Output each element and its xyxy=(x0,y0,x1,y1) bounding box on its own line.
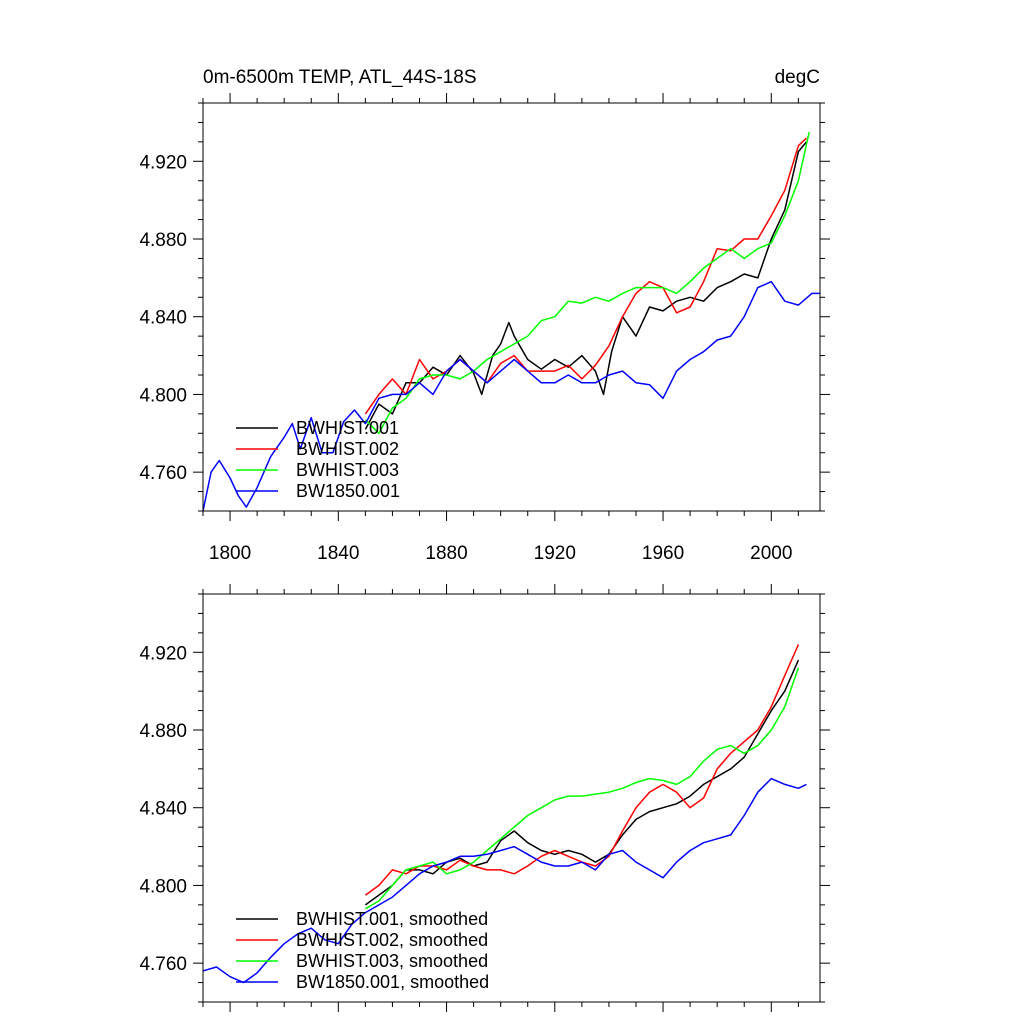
x-tick-label: 2000 xyxy=(750,543,792,564)
y-tick-label: 4.840 xyxy=(139,799,187,820)
legend-label-3: BW1850.001, smoothed xyxy=(296,972,489,992)
bottom-series-layer xyxy=(203,644,807,984)
y-tick-label: 4.880 xyxy=(139,230,187,251)
legend-label-1: BWHIST.002, smoothed xyxy=(296,930,488,950)
top-panel-title: 0m-6500m TEMP, ATL_44S-18S xyxy=(203,67,477,88)
series-line-2 xyxy=(365,667,800,910)
y-tick-label: 4.880 xyxy=(139,721,187,742)
series-line-3 xyxy=(203,777,807,984)
y-tick-label: 4.800 xyxy=(139,385,187,406)
bottom-panel: 4.760 4.800 4.840 4.880 4.920 BWHIST.001, sm… xyxy=(139,584,830,1012)
bottom-plot-frame xyxy=(202,593,821,1003)
legend-label-1: BWHIST.002 xyxy=(296,439,399,459)
legend-label-2: BWHIST.003, smoothed xyxy=(296,951,488,971)
top-series-layer xyxy=(203,131,820,511)
top-panel-units: degC xyxy=(775,67,820,88)
bottom-axes: 4.760 4.800 4.840 4.880 4.920 xyxy=(139,584,830,1012)
series-line-0 xyxy=(364,659,800,906)
series-line-1 xyxy=(364,644,800,896)
legend-label-0: BWHIST.001 xyxy=(296,418,399,438)
y-tick-label: 4.800 xyxy=(139,876,187,897)
y-tick-label: 4.760 xyxy=(139,463,187,484)
y-tick-label: 4.840 xyxy=(139,308,187,329)
top-plot-frame xyxy=(202,102,821,512)
y-tick-label: 4.920 xyxy=(139,152,187,173)
x-tick-label: 1840 xyxy=(317,543,359,564)
y-tick-label: 4.760 xyxy=(139,954,187,975)
top-panel: 0m-6500m TEMP, ATL_44S-18S degC 4.760 4.8… xyxy=(139,67,830,564)
top-axes: 4.760 4.800 4.840 4.880 4.920 1800 1840 1880 192… xyxy=(139,93,830,564)
legend-label-2: BWHIST.003 xyxy=(296,460,399,480)
legend-label-3: BW1850.001 xyxy=(296,481,400,501)
x-tick-label: 1960 xyxy=(642,543,684,564)
series-line-2 xyxy=(364,131,810,435)
x-tick-label: 1920 xyxy=(534,543,576,564)
series-line-0 xyxy=(364,141,808,430)
x-tick-label: 1800 xyxy=(209,543,251,564)
series-line-3 xyxy=(203,280,820,511)
x-tick-label: 1880 xyxy=(425,543,467,564)
legend-label-0: BWHIST.001, smoothed xyxy=(296,909,488,929)
y-tick-label: 4.920 xyxy=(139,643,187,664)
